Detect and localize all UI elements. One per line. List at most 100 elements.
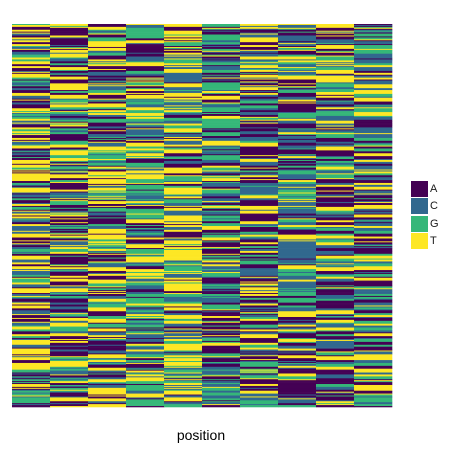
heatmap-cell — [50, 33, 89, 36]
heatmap-cell — [50, 296, 89, 299]
heatmap-cell — [50, 301, 89, 303]
heatmap-cell — [240, 72, 279, 75]
heatmap-cell — [240, 87, 279, 91]
heatmap-cell — [50, 245, 89, 247]
heatmap-cell — [12, 315, 51, 319]
heatmap-cell — [278, 133, 317, 135]
heatmap-cell — [316, 396, 355, 398]
heatmap-cell — [12, 164, 51, 167]
heatmap-cell — [164, 260, 203, 263]
heatmap-cell — [278, 375, 317, 377]
heatmap-cell — [126, 249, 165, 255]
heatmap-cell — [354, 320, 393, 324]
heatmap-cell — [278, 50, 317, 53]
heatmap-cell — [240, 159, 279, 163]
heatmap-cell — [316, 187, 355, 190]
heatmap-cell — [164, 220, 203, 222]
heatmap-cell — [202, 339, 241, 342]
heatmap-cell — [278, 215, 317, 218]
heatmap-cell — [354, 182, 393, 186]
heatmap-cell — [354, 230, 393, 234]
heatmap-cell — [202, 266, 241, 270]
heatmap-cell — [88, 340, 127, 346]
heatmap-cell — [126, 352, 165, 355]
heatmap-cell — [278, 298, 317, 303]
heatmap-cell — [88, 201, 127, 204]
heatmap-cell — [164, 394, 203, 396]
heatmap-cell — [12, 322, 51, 326]
heatmap-cell — [50, 226, 89, 230]
heatmap-cell — [202, 137, 241, 142]
heatmap-cell — [88, 223, 127, 225]
heatmap-cell — [12, 329, 51, 331]
heatmap-cell — [240, 318, 279, 322]
heatmap-cell — [240, 152, 279, 156]
heatmap-cell — [126, 351, 165, 353]
heatmap-cell — [240, 31, 279, 33]
heatmap-cell — [354, 219, 393, 221]
heatmap-cell — [354, 336, 393, 339]
heatmap-cell — [164, 55, 203, 57]
heatmap-cell — [354, 261, 393, 264]
heatmap-cell — [88, 33, 127, 35]
heatmap-cell — [50, 397, 89, 400]
heatmap-cell — [12, 382, 51, 384]
heatmap-cell — [50, 79, 89, 84]
heatmap-cell — [164, 322, 203, 324]
heatmap-cell — [50, 356, 89, 358]
heatmap-cell — [12, 42, 51, 45]
heatmap-cell — [316, 230, 355, 234]
heatmap-cell — [164, 195, 203, 197]
heatmap-cell — [278, 272, 317, 275]
heatmap-cell — [354, 380, 393, 382]
heatmap-cell — [164, 101, 203, 103]
heatmap-cell — [316, 279, 355, 282]
heatmap-cell — [164, 66, 203, 68]
heatmap-cell — [240, 42, 279, 46]
heatmap-cell — [278, 174, 317, 179]
heatmap-cell — [354, 47, 393, 50]
heatmap-cell — [240, 150, 279, 152]
heatmap-cell — [50, 305, 89, 307]
heatmap-cell — [316, 363, 355, 368]
heatmap-cell — [202, 121, 241, 123]
heatmap-cell — [50, 309, 89, 311]
heatmap-cell — [202, 135, 241, 137]
heatmap-cell — [354, 152, 393, 154]
heatmap-cell — [164, 120, 203, 124]
heatmap-cell — [316, 266, 355, 268]
heatmap-cell — [50, 243, 89, 246]
heatmap-cell — [202, 107, 241, 112]
heatmap-cell — [316, 234, 355, 236]
heatmap-cell — [354, 319, 393, 322]
heatmap-cell — [88, 302, 127, 304]
heatmap-cell — [88, 363, 127, 366]
heatmap-cell — [278, 283, 317, 287]
heatmap-cell — [126, 215, 165, 219]
heatmap-cell — [316, 32, 355, 34]
heatmap-cell — [354, 205, 393, 208]
heatmap-cell — [278, 182, 317, 185]
heatmap-cell — [202, 339, 241, 341]
heatmap-cell — [88, 136, 127, 138]
heatmap-cell — [126, 378, 165, 380]
heatmap-cell — [202, 156, 241, 161]
heatmap-cell — [126, 204, 165, 207]
heatmap-cell — [278, 187, 317, 190]
heatmap-cell — [240, 108, 279, 111]
heatmap-cell — [12, 339, 51, 342]
heatmap-cell — [126, 328, 165, 330]
heatmap-cell — [164, 35, 203, 37]
heatmap-cell — [12, 131, 51, 134]
heatmap-cell — [354, 391, 393, 394]
heatmap-cell — [316, 386, 355, 391]
heatmap-cell — [12, 185, 51, 188]
heatmap-cell — [316, 203, 355, 205]
heatmap-cell — [50, 204, 89, 209]
heatmap-cell — [316, 196, 355, 198]
heatmap-cell — [354, 173, 393, 175]
heatmap-cell — [354, 349, 393, 351]
heatmap-cell — [202, 289, 241, 291]
heatmap-cell — [126, 283, 165, 286]
heatmap-cell — [88, 59, 127, 62]
